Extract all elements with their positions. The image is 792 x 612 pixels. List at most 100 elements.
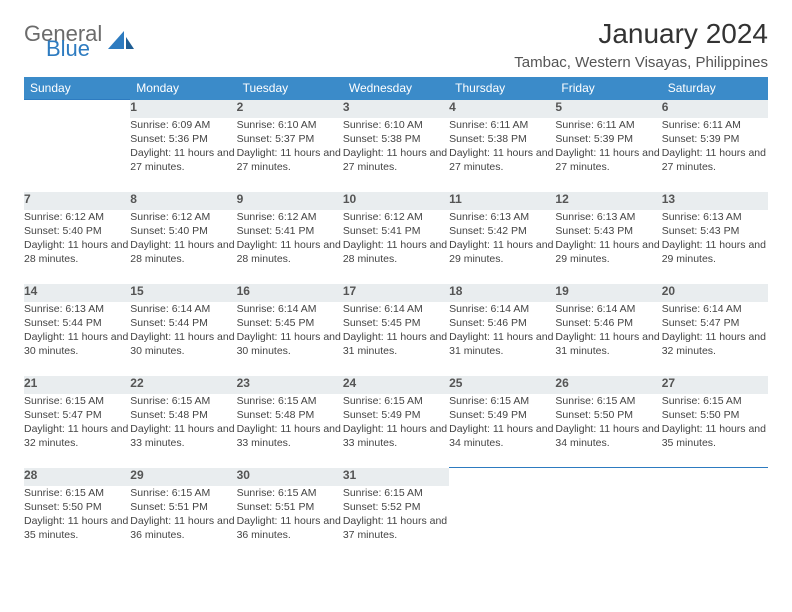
sunset-text: Sunset: 5:38 PM — [343, 132, 449, 146]
daylight-text: Daylight: 11 hours and 29 minutes. — [555, 238, 661, 266]
sunset-text: Sunset: 5:47 PM — [24, 408, 130, 422]
daylight-text: Daylight: 11 hours and 28 minutes. — [130, 238, 236, 266]
sunrise-text: Sunrise: 6:11 AM — [662, 118, 768, 132]
day-number-cell: 1 — [130, 100, 236, 118]
daylight-text: Daylight: 11 hours and 27 minutes. — [449, 146, 555, 174]
day-number-cell: 4 — [449, 100, 555, 118]
sunset-text: Sunset: 5:46 PM — [555, 316, 661, 330]
sunset-text: Sunset: 5:51 PM — [237, 500, 343, 514]
sunrise-text: Sunrise: 6:14 AM — [555, 302, 661, 316]
day-number-row: 21222324252627 — [24, 376, 768, 394]
sunset-text: Sunset: 5:49 PM — [343, 408, 449, 422]
day-number-cell: 25 — [449, 376, 555, 394]
day-content-cell: Sunrise: 6:14 AMSunset: 5:45 PMDaylight:… — [343, 302, 449, 376]
daylight-text: Daylight: 11 hours and 30 minutes. — [24, 330, 130, 358]
sunset-text: Sunset: 5:50 PM — [555, 408, 661, 422]
day-content-cell: Sunrise: 6:11 AMSunset: 5:39 PMDaylight:… — [662, 118, 768, 192]
sunset-text: Sunset: 5:39 PM — [555, 132, 661, 146]
daylight-text: Daylight: 11 hours and 30 minutes. — [130, 330, 236, 358]
daylight-text: Daylight: 11 hours and 32 minutes. — [662, 330, 768, 358]
daylight-text: Daylight: 11 hours and 28 minutes. — [343, 238, 449, 266]
logo-text: General Blue — [24, 24, 102, 60]
weekday-header: Tuesday — [237, 77, 343, 100]
sunrise-text: Sunrise: 6:15 AM — [130, 486, 236, 500]
sunset-text: Sunset: 5:49 PM — [449, 408, 555, 422]
weekday-header: Thursday — [449, 77, 555, 100]
day-number-cell — [449, 468, 555, 486]
daylight-text: Daylight: 11 hours and 31 minutes. — [343, 330, 449, 358]
day-content-cell: Sunrise: 6:15 AMSunset: 5:51 PMDaylight:… — [130, 486, 236, 560]
day-content-cell: Sunrise: 6:14 AMSunset: 5:44 PMDaylight:… — [130, 302, 236, 376]
daylight-text: Daylight: 11 hours and 33 minutes. — [130, 422, 236, 450]
day-number-cell: 18 — [449, 284, 555, 302]
weekday-header: Friday — [555, 77, 661, 100]
day-content-cell — [662, 486, 768, 560]
day-content-cell: Sunrise: 6:12 AMSunset: 5:41 PMDaylight:… — [237, 210, 343, 284]
day-content-cell: Sunrise: 6:12 AMSunset: 5:40 PMDaylight:… — [130, 210, 236, 284]
day-content-cell: Sunrise: 6:15 AMSunset: 5:50 PMDaylight:… — [662, 394, 768, 468]
sunrise-text: Sunrise: 6:12 AM — [343, 210, 449, 224]
weekday-header: Monday — [130, 77, 236, 100]
day-content-cell: Sunrise: 6:15 AMSunset: 5:48 PMDaylight:… — [130, 394, 236, 468]
weekday-header-row: SundayMondayTuesdayWednesdayThursdayFrid… — [24, 77, 768, 100]
sunset-text: Sunset: 5:41 PM — [237, 224, 343, 238]
daylight-text: Daylight: 11 hours and 34 minutes. — [555, 422, 661, 450]
sunset-text: Sunset: 5:41 PM — [343, 224, 449, 238]
day-number-row: 78910111213 — [24, 192, 768, 210]
daylight-text: Daylight: 11 hours and 28 minutes. — [237, 238, 343, 266]
day-number-cell: 21 — [24, 376, 130, 394]
day-content-row: Sunrise: 6:15 AMSunset: 5:50 PMDaylight:… — [24, 486, 768, 560]
daylight-text: Daylight: 11 hours and 32 minutes. — [24, 422, 130, 450]
day-number-cell — [662, 468, 768, 486]
sunrise-text: Sunrise: 6:15 AM — [449, 394, 555, 408]
sunset-text: Sunset: 5:45 PM — [343, 316, 449, 330]
header: General Blue January 2024 Tambac, Wester… — [24, 18, 768, 71]
day-number-row: 14151617181920 — [24, 284, 768, 302]
daylight-text: Daylight: 11 hours and 35 minutes. — [24, 514, 130, 542]
day-number-cell: 14 — [24, 284, 130, 302]
daylight-text: Daylight: 11 hours and 27 minutes. — [237, 146, 343, 174]
sunrise-text: Sunrise: 6:11 AM — [555, 118, 661, 132]
daylight-text: Daylight: 11 hours and 27 minutes. — [555, 146, 661, 174]
sunrise-text: Sunrise: 6:15 AM — [555, 394, 661, 408]
sunrise-text: Sunrise: 6:14 AM — [662, 302, 768, 316]
daylight-text: Daylight: 11 hours and 29 minutes. — [449, 238, 555, 266]
sunset-text: Sunset: 5:48 PM — [130, 408, 236, 422]
day-content-cell: Sunrise: 6:10 AMSunset: 5:37 PMDaylight:… — [237, 118, 343, 192]
sunrise-text: Sunrise: 6:14 AM — [130, 302, 236, 316]
day-number-cell: 2 — [237, 100, 343, 118]
day-number-cell: 27 — [662, 376, 768, 394]
daylight-text: Daylight: 11 hours and 27 minutes. — [130, 146, 236, 174]
day-content-cell: Sunrise: 6:12 AMSunset: 5:40 PMDaylight:… — [24, 210, 130, 284]
sunset-text: Sunset: 5:50 PM — [662, 408, 768, 422]
weekday-header: Saturday — [662, 77, 768, 100]
day-content-cell: Sunrise: 6:14 AMSunset: 5:46 PMDaylight:… — [555, 302, 661, 376]
sunset-text: Sunset: 5:43 PM — [555, 224, 661, 238]
day-content-cell: Sunrise: 6:11 AMSunset: 5:39 PMDaylight:… — [555, 118, 661, 192]
sunset-text: Sunset: 5:52 PM — [343, 500, 449, 514]
daylight-text: Daylight: 11 hours and 36 minutes. — [237, 514, 343, 542]
sunrise-text: Sunrise: 6:13 AM — [24, 302, 130, 316]
sunrise-text: Sunrise: 6:15 AM — [24, 394, 130, 408]
day-number-cell: 20 — [662, 284, 768, 302]
day-number-cell: 6 — [662, 100, 768, 118]
day-content-cell: Sunrise: 6:09 AMSunset: 5:36 PMDaylight:… — [130, 118, 236, 192]
day-content-cell: Sunrise: 6:13 AMSunset: 5:43 PMDaylight:… — [662, 210, 768, 284]
sunrise-text: Sunrise: 6:14 AM — [449, 302, 555, 316]
day-content-cell — [24, 118, 130, 192]
day-number-cell: 10 — [343, 192, 449, 210]
day-number-cell: 17 — [343, 284, 449, 302]
day-number-cell: 26 — [555, 376, 661, 394]
daylight-text: Daylight: 11 hours and 28 minutes. — [24, 238, 130, 266]
sunset-text: Sunset: 5:39 PM — [662, 132, 768, 146]
sunset-text: Sunset: 5:42 PM — [449, 224, 555, 238]
daylight-text: Daylight: 11 hours and 37 minutes. — [343, 514, 449, 542]
sunrise-text: Sunrise: 6:12 AM — [237, 210, 343, 224]
sunrise-text: Sunrise: 6:15 AM — [237, 486, 343, 500]
sunrise-text: Sunrise: 6:15 AM — [343, 394, 449, 408]
sunrise-text: Sunrise: 6:12 AM — [24, 210, 130, 224]
daylight-text: Daylight: 11 hours and 31 minutes. — [449, 330, 555, 358]
day-content-cell: Sunrise: 6:15 AMSunset: 5:52 PMDaylight:… — [343, 486, 449, 560]
day-number-cell: 16 — [237, 284, 343, 302]
weekday-header: Sunday — [24, 77, 130, 100]
